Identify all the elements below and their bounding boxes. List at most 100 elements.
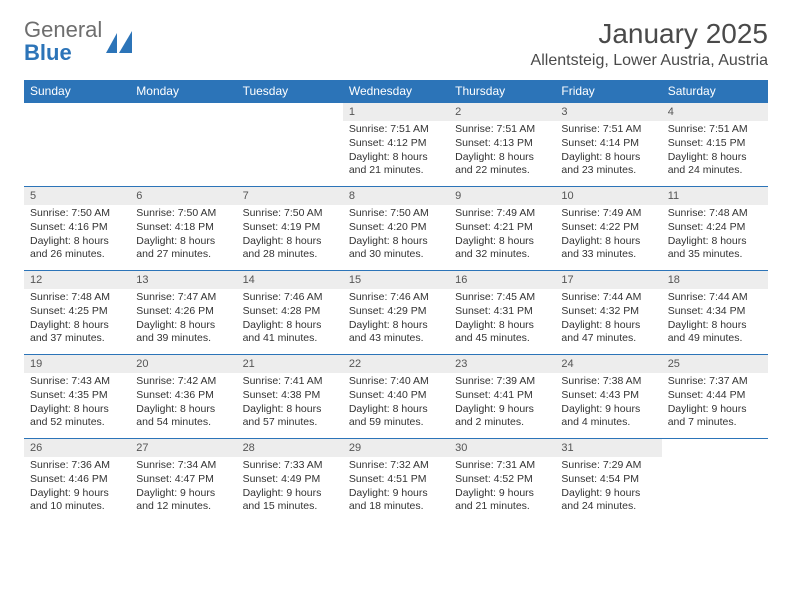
daylight-text-1: Daylight: 8 hours — [349, 403, 443, 417]
calendar-day-cell: 27Sunrise: 7:34 AMSunset: 4:47 PMDayligh… — [130, 439, 236, 523]
day-number: 17 — [555, 271, 661, 289]
daylight-text-1: Daylight: 8 hours — [349, 319, 443, 333]
sunrise-text: Sunrise: 7:49 AM — [561, 207, 655, 221]
sunset-text: Sunset: 4:35 PM — [30, 389, 124, 403]
calendar-day-cell: 4Sunrise: 7:51 AMSunset: 4:15 PMDaylight… — [662, 103, 768, 187]
day-number: 29 — [343, 439, 449, 457]
sunset-text: Sunset: 4:25 PM — [30, 305, 124, 319]
daylight-text-2: and 24 minutes. — [668, 164, 762, 178]
daylight-text-1: Daylight: 8 hours — [136, 403, 230, 417]
day-number: 3 — [555, 103, 661, 121]
sunset-text: Sunset: 4:16 PM — [30, 221, 124, 235]
daylight-text-2: and 35 minutes. — [668, 248, 762, 262]
day-detail: Sunrise: 7:51 AMSunset: 4:12 PMDaylight:… — [343, 121, 449, 182]
day-number: 9 — [449, 187, 555, 205]
sunset-text: Sunset: 4:14 PM — [561, 137, 655, 151]
day-detail: Sunrise: 7:48 AMSunset: 4:24 PMDaylight:… — [662, 205, 768, 266]
calendar-page: General Blue January 2025 Allentsteig, L… — [0, 0, 792, 535]
daylight-text-2: and 12 minutes. — [136, 500, 230, 514]
sunset-text: Sunset: 4:19 PM — [243, 221, 337, 235]
calendar-day-cell: 10Sunrise: 7:49 AMSunset: 4:22 PMDayligh… — [555, 187, 661, 271]
daylight-text-2: and 21 minutes. — [455, 500, 549, 514]
day-number: 26 — [24, 439, 130, 457]
day-detail: Sunrise: 7:41 AMSunset: 4:38 PMDaylight:… — [237, 373, 343, 434]
daylight-text-2: and 24 minutes. — [561, 500, 655, 514]
sunset-text: Sunset: 4:15 PM — [668, 137, 762, 151]
daylight-text-1: Daylight: 8 hours — [30, 235, 124, 249]
page-header: General Blue January 2025 Allentsteig, L… — [24, 18, 768, 70]
day-detail: Sunrise: 7:46 AMSunset: 4:28 PMDaylight:… — [237, 289, 343, 350]
calendar-day-cell: 3Sunrise: 7:51 AMSunset: 4:14 PMDaylight… — [555, 103, 661, 187]
sunrise-text: Sunrise: 7:34 AM — [136, 459, 230, 473]
day-number: 22 — [343, 355, 449, 373]
day-detail: Sunrise: 7:51 AMSunset: 4:14 PMDaylight:… — [555, 121, 661, 182]
sunrise-text: Sunrise: 7:50 AM — [349, 207, 443, 221]
day-number: 28 — [237, 439, 343, 457]
sunrise-text: Sunrise: 7:47 AM — [136, 291, 230, 305]
sunrise-text: Sunrise: 7:50 AM — [30, 207, 124, 221]
day-number: 31 — [555, 439, 661, 457]
daylight-text-1: Daylight: 9 hours — [30, 487, 124, 501]
sunset-text: Sunset: 4:38 PM — [243, 389, 337, 403]
calendar-day-cell: 11Sunrise: 7:48 AMSunset: 4:24 PMDayligh… — [662, 187, 768, 271]
brand-line2: Blue — [24, 40, 72, 65]
calendar-day-cell: 23Sunrise: 7:39 AMSunset: 4:41 PMDayligh… — [449, 355, 555, 439]
calendar-header-cell: Monday — [130, 80, 236, 103]
sunrise-text: Sunrise: 7:44 AM — [668, 291, 762, 305]
sunset-text: Sunset: 4:31 PM — [455, 305, 549, 319]
calendar-day-cell: 28Sunrise: 7:33 AMSunset: 4:49 PMDayligh… — [237, 439, 343, 523]
calendar-header-cell: Tuesday — [237, 80, 343, 103]
day-number: 15 — [343, 271, 449, 289]
daylight-text-2: and 18 minutes. — [349, 500, 443, 514]
sunrise-text: Sunrise: 7:45 AM — [455, 291, 549, 305]
calendar-day-cell: 24Sunrise: 7:38 AMSunset: 4:43 PMDayligh… — [555, 355, 661, 439]
day-detail: Sunrise: 7:44 AMSunset: 4:34 PMDaylight:… — [662, 289, 768, 350]
sunrise-text: Sunrise: 7:36 AM — [30, 459, 124, 473]
calendar-day-cell: 22Sunrise: 7:40 AMSunset: 4:40 PMDayligh… — [343, 355, 449, 439]
day-number: 14 — [237, 271, 343, 289]
day-detail: Sunrise: 7:43 AMSunset: 4:35 PMDaylight:… — [24, 373, 130, 434]
calendar-header-cell: Sunday — [24, 80, 130, 103]
day-detail: Sunrise: 7:34 AMSunset: 4:47 PMDaylight:… — [130, 457, 236, 518]
sunset-text: Sunset: 4:32 PM — [561, 305, 655, 319]
daylight-text-2: and 54 minutes. — [136, 416, 230, 430]
daylight-text-2: and 45 minutes. — [455, 332, 549, 346]
day-number: 24 — [555, 355, 661, 373]
daylight-text-2: and 10 minutes. — [30, 500, 124, 514]
day-detail: Sunrise: 7:51 AMSunset: 4:15 PMDaylight:… — [662, 121, 768, 182]
calendar-day-cell: 6Sunrise: 7:50 AMSunset: 4:18 PMDaylight… — [130, 187, 236, 271]
sunrise-text: Sunrise: 7:32 AM — [349, 459, 443, 473]
calendar-header-cell: Friday — [555, 80, 661, 103]
calendar-day-cell: 7Sunrise: 7:50 AMSunset: 4:19 PMDaylight… — [237, 187, 343, 271]
daylight-text-1: Daylight: 8 hours — [561, 151, 655, 165]
daylight-text-1: Daylight: 8 hours — [243, 235, 337, 249]
daylight-text-1: Daylight: 9 hours — [243, 487, 337, 501]
daylight-text-1: Daylight: 8 hours — [136, 319, 230, 333]
sunset-text: Sunset: 4:18 PM — [136, 221, 230, 235]
daylight-text-2: and 23 minutes. — [561, 164, 655, 178]
sunset-text: Sunset: 4:40 PM — [349, 389, 443, 403]
day-detail: Sunrise: 7:46 AMSunset: 4:29 PMDaylight:… — [343, 289, 449, 350]
daylight-text-1: Daylight: 9 hours — [561, 403, 655, 417]
sunrise-text: Sunrise: 7:37 AM — [668, 375, 762, 389]
calendar-week-row: 1Sunrise: 7:51 AMSunset: 4:12 PMDaylight… — [24, 103, 768, 187]
sunrise-text: Sunrise: 7:50 AM — [136, 207, 230, 221]
calendar-day-cell: 13Sunrise: 7:47 AMSunset: 4:26 PMDayligh… — [130, 271, 236, 355]
daylight-text-1: Daylight: 9 hours — [561, 487, 655, 501]
daylight-text-1: Daylight: 8 hours — [455, 151, 549, 165]
daylight-text-2: and 59 minutes. — [349, 416, 443, 430]
day-number: 25 — [662, 355, 768, 373]
sunrise-text: Sunrise: 7:50 AM — [243, 207, 337, 221]
calendar-day-cell: 31Sunrise: 7:29 AMSunset: 4:54 PMDayligh… — [555, 439, 661, 523]
calendar-table: SundayMondayTuesdayWednesdayThursdayFrid… — [24, 80, 768, 523]
calendar-header-row: SundayMondayTuesdayWednesdayThursdayFrid… — [24, 80, 768, 103]
calendar-day-cell — [130, 103, 236, 187]
daylight-text-1: Daylight: 8 hours — [561, 319, 655, 333]
day-detail: Sunrise: 7:45 AMSunset: 4:31 PMDaylight:… — [449, 289, 555, 350]
day-number: 13 — [130, 271, 236, 289]
daylight-text-2: and 2 minutes. — [455, 416, 549, 430]
calendar-day-cell — [237, 103, 343, 187]
daylight-text-1: Daylight: 9 hours — [349, 487, 443, 501]
sunset-text: Sunset: 4:49 PM — [243, 473, 337, 487]
calendar-day-cell: 21Sunrise: 7:41 AMSunset: 4:38 PMDayligh… — [237, 355, 343, 439]
